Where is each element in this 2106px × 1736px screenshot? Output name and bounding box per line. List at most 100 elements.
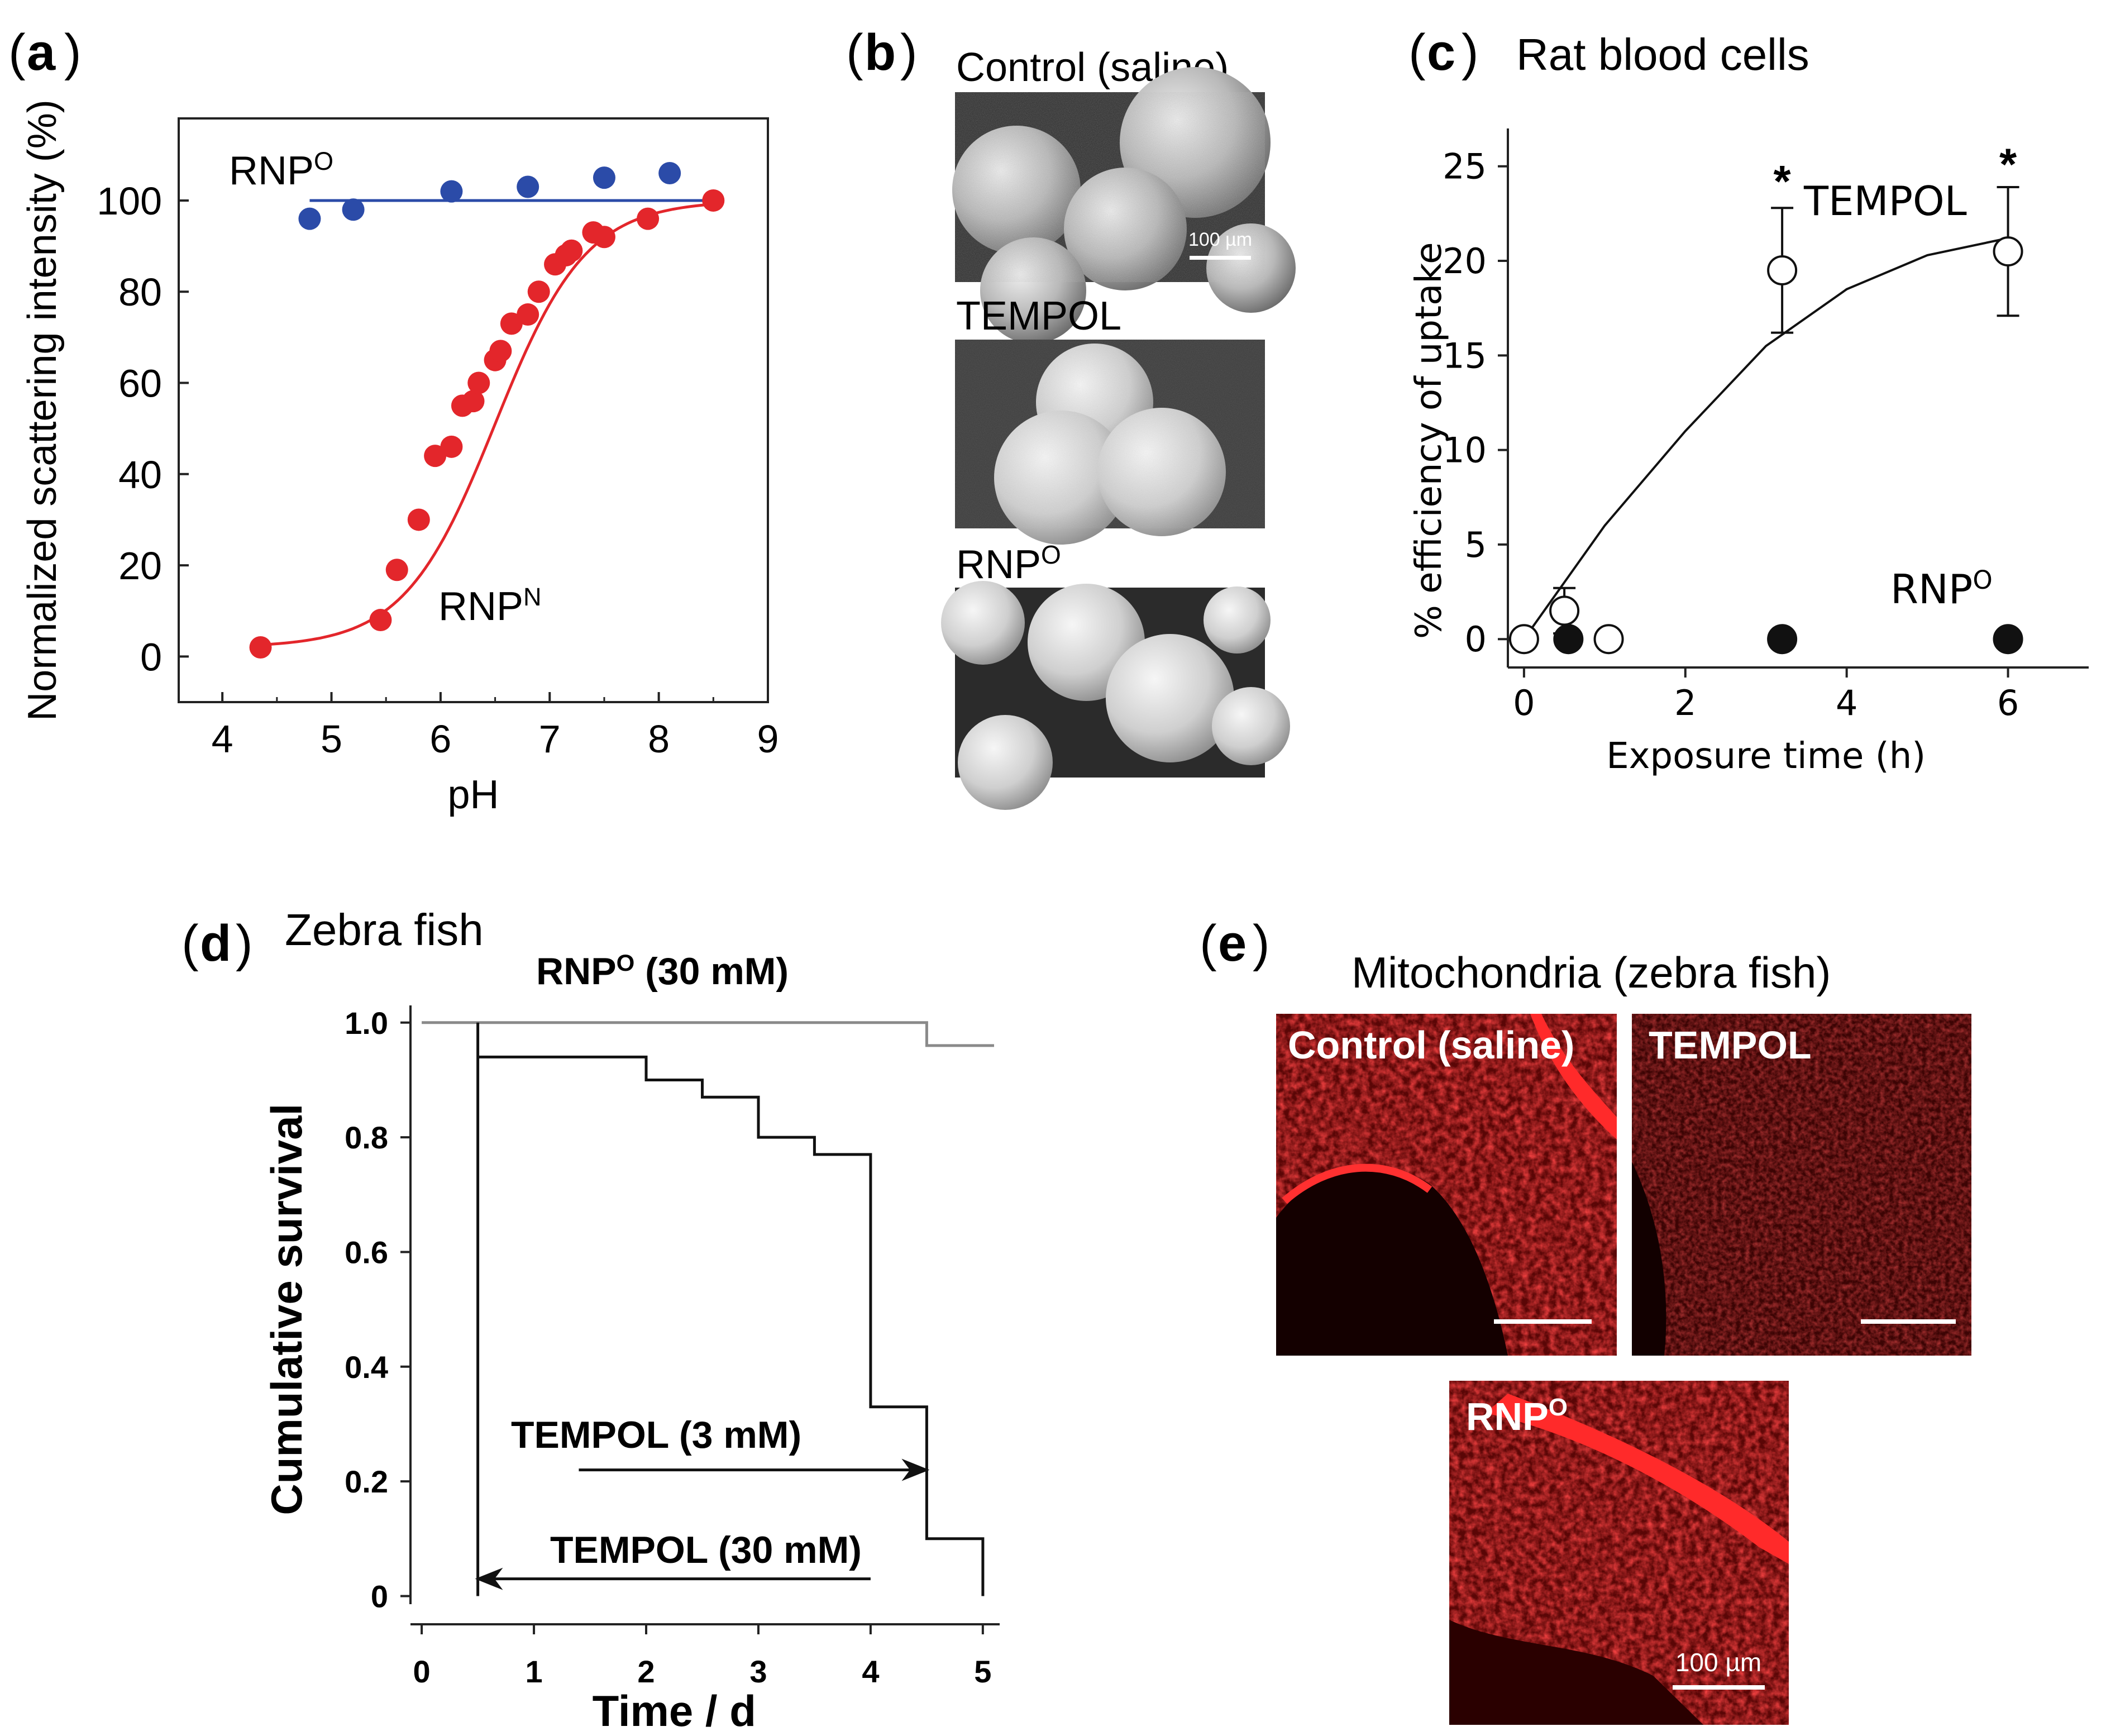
x-tick-label-c: 6 xyxy=(1997,683,2019,723)
legend-rnpo-c-main: RNP xyxy=(1890,566,1973,613)
sem-rnpo-label-sup: O xyxy=(1041,540,1061,569)
sem-image-control: 100 µm xyxy=(952,67,1296,344)
panel-d-letter-close: ) xyxy=(236,915,253,972)
y-tick-label-a: 0 xyxy=(140,635,162,679)
panel-b-letter-close: ) xyxy=(900,24,918,81)
fit-curve-tempol-c xyxy=(1523,237,2008,640)
significance-marker-c: * xyxy=(1999,139,2017,189)
y-tick-label-c: 10 xyxy=(1443,430,1487,471)
y-axis-label-c: % efficiency of uptake xyxy=(1408,242,1450,638)
y-tick-label-c: 15 xyxy=(1443,335,1487,376)
legend-tempol-c: TEMPOL xyxy=(1803,178,1967,225)
sem-image-tempol xyxy=(955,340,1265,545)
x-tick-label-a: 9 xyxy=(757,717,779,761)
point-rnpn xyxy=(385,559,408,581)
panel-b-letter: b xyxy=(865,24,896,81)
point-rnpn xyxy=(249,636,272,659)
x-tick-label-d: 0 xyxy=(413,1654,431,1689)
panel-d-title: Zebra fish xyxy=(285,905,484,955)
panel-e-letter-open: ( xyxy=(1200,915,1217,972)
x-tick-label-c: 2 xyxy=(1674,683,1696,723)
point-rnpn xyxy=(517,303,539,326)
plot-c: 0 2 4 6 0 5 10 15 20 25 Exposure time (h) % efficie… xyxy=(1408,128,2089,777)
micro-rnpo-label-main: RNP xyxy=(1466,1395,1549,1438)
panel-e-title: Mitochondria (zebra fish) xyxy=(1352,948,1831,997)
legend-rnpo-d-sup: O xyxy=(617,950,635,976)
y-tick-label-a: 40 xyxy=(118,453,162,497)
sem-rnpo-label: RNPO xyxy=(956,540,1061,587)
legend-rnpo-d-suffix: (30 mM) xyxy=(634,950,789,993)
panel-e: ( e ) Mitochondria (zebra fish) Control … xyxy=(1200,915,1971,1725)
point-tempol-c xyxy=(1593,624,1624,655)
point-rnpn xyxy=(462,390,485,413)
sem-image-rnpo xyxy=(941,581,1290,810)
sem-tempol-label: TEMPOL xyxy=(956,294,1121,338)
x-tick-label-d: 3 xyxy=(749,1654,767,1689)
legend-rnpo-c: RNPO xyxy=(1890,565,1993,613)
fit-curve-rnpn xyxy=(260,202,719,646)
point-rnpo xyxy=(440,180,463,203)
panel-b-letter-open: ( xyxy=(846,24,863,81)
point-rnpo-c xyxy=(1767,624,1798,655)
panel-c-title: Rat blood cells xyxy=(1516,30,1809,79)
legend-rnpn-a-sup: N xyxy=(523,583,542,611)
point-rnpn xyxy=(560,239,583,262)
legend-rnpn-a-main: RNP xyxy=(438,584,523,629)
plot-a: 4 5 6 7 8 9 0 20 40 60 80 100 pH Normalized scatterin… xyxy=(20,99,779,817)
legend-rnpo-d: RNPO (30 mM) xyxy=(536,950,789,993)
point-rnpo xyxy=(658,161,681,184)
point-rnpo xyxy=(593,166,615,189)
legend-tempol30-d: TEMPOL (30 mM) xyxy=(550,1529,862,1571)
point-rnpo-c xyxy=(1553,624,1584,655)
plot-d: 0 1 2 3 4 5 0 0.2 0.4 0.6 0.8 1.0 Time / d Cumulative… xyxy=(262,950,1000,1735)
micro-image-tempol: TEMPOL xyxy=(1632,1014,1971,1356)
y-tick-label-d: 0 xyxy=(371,1578,388,1614)
x-tick-label-d: 2 xyxy=(637,1654,655,1689)
micro-control-label: Control (saline) xyxy=(1288,1023,1574,1067)
y-tick-label-c: 20 xyxy=(1443,241,1487,282)
legend-rnpo-a-main: RNP xyxy=(229,149,314,193)
survival-line-d-0 xyxy=(422,1021,994,1047)
y-tick-label-d: 0.2 xyxy=(345,1464,388,1499)
y-tick-label-c: 0 xyxy=(1465,619,1487,660)
y-tick-label-d: 1.0 xyxy=(345,1005,388,1041)
point-rnpn xyxy=(424,445,447,468)
point-tempol-c xyxy=(1549,595,1580,626)
sem-rnpo-label-main: RNP xyxy=(956,542,1041,587)
x-axis-label-d: Time / d xyxy=(593,1686,756,1733)
x-axis-label-c: Exposure time (h) xyxy=(1606,736,1926,777)
legend-rnpo-c-sup: O xyxy=(1973,565,1992,595)
point-tempol-c xyxy=(1993,236,2023,267)
panel-e-letter: e xyxy=(1218,915,1247,972)
panel-c-letter: c xyxy=(1427,24,1455,81)
micro-tempol-label: TEMPOL xyxy=(1649,1023,1812,1067)
panel-d-letter-open: ( xyxy=(182,915,199,972)
point-rnpn xyxy=(527,280,550,303)
panel-c-letter-close: ) xyxy=(1462,24,1479,81)
point-rnpn xyxy=(702,189,725,212)
panel-c: ( c ) Rat blood cells 0 2 4 6 0 5 10 15 20 25 Expo… xyxy=(1408,24,2089,777)
point-rnpo xyxy=(298,207,321,230)
x-tick-label-d: 4 xyxy=(862,1654,879,1689)
point-rnpn xyxy=(489,340,512,363)
x-tick-label-a: 7 xyxy=(539,717,561,761)
y-tick-label-c: 25 xyxy=(1443,146,1487,187)
panel-a-letter-open: ( xyxy=(8,24,26,81)
y-tick-label-a: 60 xyxy=(118,362,162,406)
x-tick-label-d: 5 xyxy=(974,1654,991,1689)
point-rnpn xyxy=(407,508,430,531)
x-tick-label-c: 4 xyxy=(1836,683,1857,723)
point-rnpo-c xyxy=(1993,624,2023,655)
point-rnpn xyxy=(467,371,490,394)
point-rnpo xyxy=(517,175,539,198)
x-tick-label-a: 5 xyxy=(321,717,342,761)
significance-marker-c: * xyxy=(1774,156,1792,206)
x-tick-label-c: 0 xyxy=(1513,683,1535,723)
survival-line-d-1 xyxy=(477,1055,985,1596)
x-tick-label-a: 6 xyxy=(429,717,451,761)
point-tempol-c xyxy=(1508,624,1539,655)
legend-rnpo-a-sup: O xyxy=(314,147,333,175)
sem-scale-label: 100 µm xyxy=(1188,229,1252,250)
point-rnpn xyxy=(593,226,615,249)
micro-image-control: Control (saline) xyxy=(1276,1014,1617,1356)
